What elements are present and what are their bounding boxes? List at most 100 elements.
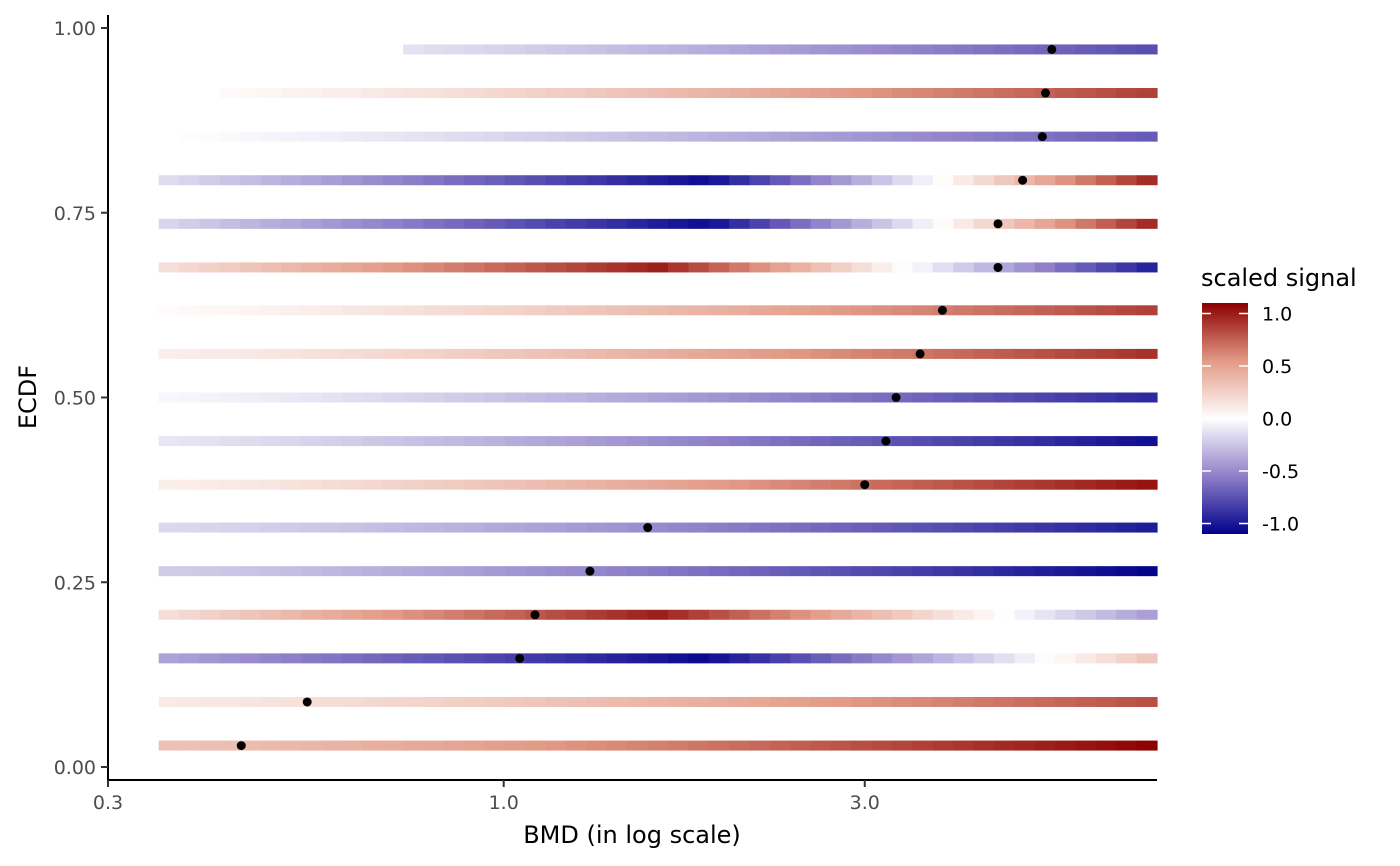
signal-tile: [973, 218, 995, 229]
signal-tile: [525, 218, 547, 229]
signal-tile: [606, 740, 628, 751]
signal-tile: [790, 262, 812, 273]
signal-tile: [668, 88, 689, 99]
bmd-point: [1047, 44, 1057, 54]
signal-tile: [1095, 479, 1117, 490]
signal-tile: [280, 522, 302, 533]
signal-tile: [505, 88, 526, 99]
signal-tile: [871, 131, 893, 142]
signal-tile: [158, 522, 180, 533]
signal-tile: [260, 436, 282, 447]
signal-tile: [994, 88, 1015, 99]
signal-tile: [199, 44, 220, 54]
bmd-point: [236, 741, 246, 751]
signal-tile: [627, 131, 649, 142]
signal-tile: [301, 653, 323, 664]
signal-tile: [566, 653, 588, 664]
signal-tile: [749, 696, 771, 707]
signal-tile: [321, 88, 343, 99]
signal-tile: [443, 131, 465, 142]
signal-tile: [606, 566, 628, 577]
signal-tile: [831, 131, 852, 142]
signal-tile: [606, 653, 628, 664]
signal-tile: [179, 262, 201, 273]
signal-tile: [1095, 653, 1117, 664]
signal-tile: [362, 305, 384, 316]
signal-tiles: [158, 44, 1158, 751]
signal-tile: [647, 44, 669, 55]
signal-tile: [301, 609, 323, 620]
signal-tile: [505, 436, 526, 447]
signal-tile: [586, 175, 608, 186]
signal-tile: [708, 305, 730, 316]
signal-tile: [892, 609, 914, 620]
signal-tile: [790, 522, 812, 533]
signal-tile: [443, 348, 465, 359]
signal-tile: [362, 88, 384, 99]
signal-tile: [382, 436, 404, 447]
signal-tile: [321, 131, 343, 142]
signal-tile: [545, 392, 567, 403]
signal-tile: [668, 740, 689, 751]
signal-tile: [851, 696, 873, 707]
signal-tile: [769, 262, 791, 273]
signal-tile: [708, 479, 730, 490]
signal-tile: [281, 44, 302, 54]
signal-tile: [403, 131, 425, 142]
signal-tile: [749, 436, 771, 447]
signal-tile: [484, 305, 506, 316]
signal-tile: [158, 218, 180, 229]
signal-tile: [749, 305, 771, 316]
signal-tile: [545, 44, 567, 55]
signal-tile: [994, 218, 1015, 229]
signal-tile: [260, 653, 282, 664]
signal-tile: [1136, 609, 1158, 620]
signal-tile: [1075, 305, 1097, 316]
signal-tile: [219, 305, 241, 316]
signal-tile: [158, 305, 180, 316]
signal-tile: [1136, 131, 1158, 142]
signal-tile: [729, 131, 751, 142]
signal-tile: [831, 566, 852, 577]
signal-tile: [851, 436, 873, 447]
signal-tile: [1075, 175, 1097, 186]
signal-tile: [179, 740, 201, 751]
signal-tile: [953, 305, 975, 316]
signal-tile: [973, 522, 995, 533]
signal-tile: [280, 740, 302, 751]
signal-tile: [199, 696, 221, 707]
signal-tile: [321, 262, 343, 273]
signal-tile: [382, 262, 404, 273]
signal-tile: [219, 696, 241, 707]
signal-tile: [647, 436, 669, 447]
signal-tile: [240, 218, 262, 229]
signal-tile: [423, 175, 445, 186]
signal-tile: [1095, 348, 1117, 359]
signal-tile: [321, 522, 343, 533]
signal-tile: [158, 392, 180, 403]
signal-tile: [994, 305, 1015, 316]
signal-tile: [280, 305, 302, 316]
signal-tile: [769, 696, 791, 707]
signal-tile: [912, 44, 934, 55]
signal-tile: [342, 392, 363, 403]
signal-tile: [260, 609, 282, 620]
signal-tile: [342, 740, 363, 751]
signal-tile: [545, 175, 567, 186]
signal-tile: [586, 348, 608, 359]
signal-tile: [606, 218, 628, 229]
signal-tile: [464, 131, 486, 142]
signal-tile: [1034, 348, 1056, 359]
signal-tile: [688, 262, 710, 273]
signal-tile: [464, 436, 486, 447]
bmd-point: [915, 349, 925, 359]
signal-tile: [769, 740, 791, 751]
signal-tile: [484, 262, 506, 273]
signal-tile: [423, 305, 445, 316]
signal-tile: [1055, 740, 1077, 751]
signal-tile: [892, 479, 914, 490]
signal-tile: [545, 305, 567, 316]
signal-tile: [1055, 262, 1077, 273]
signal-tile: [240, 392, 262, 403]
signal-tile: [932, 696, 954, 707]
